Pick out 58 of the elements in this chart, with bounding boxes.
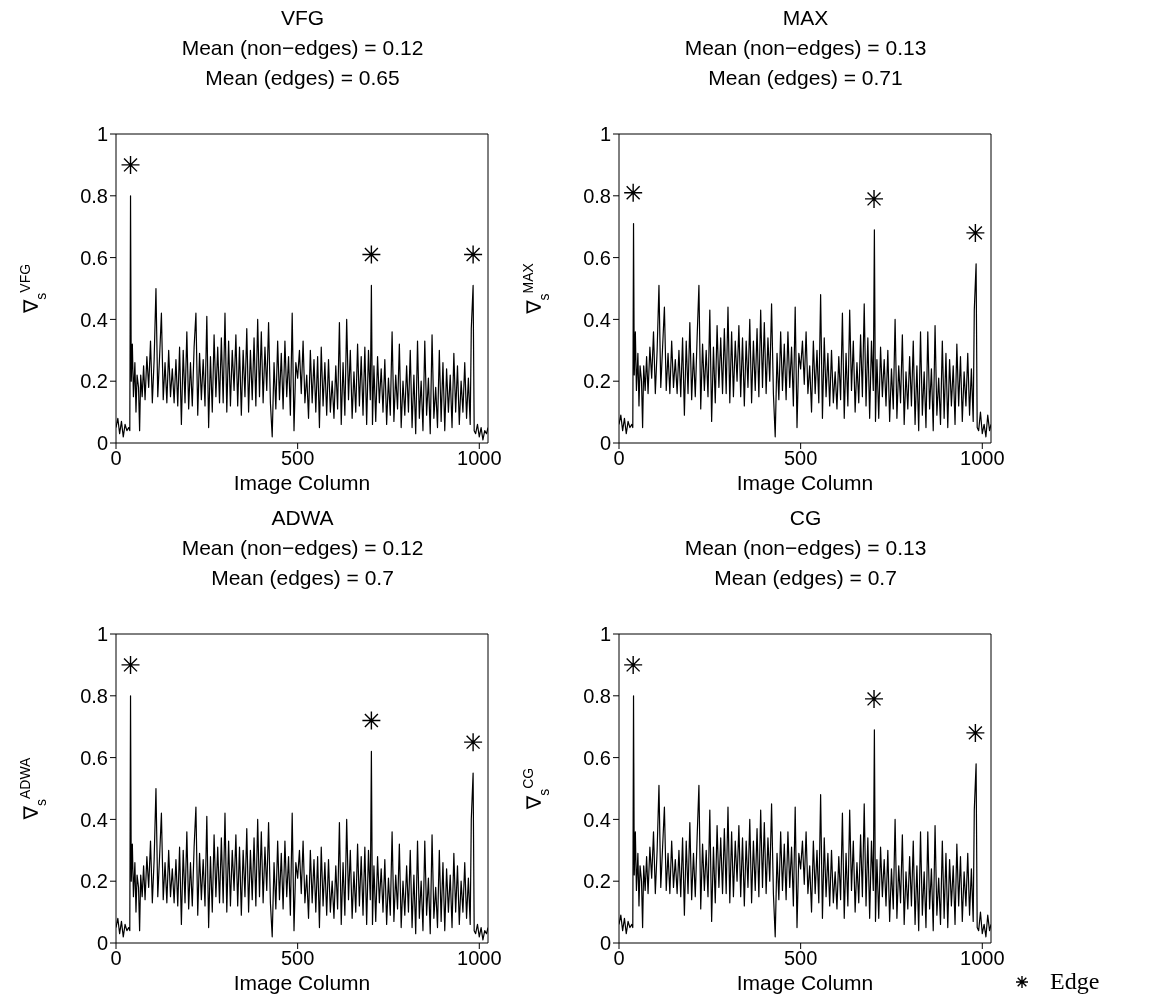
y-tick-label: 0 — [599, 932, 611, 955]
point — [361, 710, 382, 731]
y-tick-label: 0.2 — [583, 370, 611, 393]
chart-subtitle: Mean (non−edges) = 0.12 Mean (edges) = 0.7 — [180, 535, 425, 591]
x-axis-title: Image Column — [233, 971, 371, 994]
x-tick-label: 500 — [280, 947, 315, 970]
point — [864, 689, 884, 709]
x-tick-label: 0 — [110, 447, 122, 470]
y-tick-label: 0.2 — [80, 370, 108, 393]
point — [463, 732, 483, 752]
y-tick-label: 0.6 — [583, 246, 611, 269]
chart-title: VFG — [279, 5, 326, 31]
y-tick-label: 0.4 — [80, 308, 108, 331]
x-axis-title: Image Column — [736, 971, 874, 994]
y-tick-label: 0.4 — [583, 308, 611, 331]
x-tick-label: 0 — [110, 947, 122, 970]
x-tick-label: 500 — [280, 447, 315, 470]
point — [965, 723, 986, 743]
point — [623, 655, 643, 675]
chart-subtitle: Mean (non−edges) = 0.12 Mean (edges) = 0.65 — [180, 35, 425, 91]
y-tick-label: 0 — [96, 432, 108, 455]
y-tick-label: 0.4 — [583, 808, 611, 831]
y-tick-label: 1 — [599, 623, 611, 646]
y-tick-label: 0.8 — [80, 684, 108, 707]
y-tick-label: 0.2 — [583, 870, 611, 893]
y-tick-label: 0.6 — [80, 246, 108, 269]
point — [864, 189, 884, 209]
chart-title: ADWA — [270, 505, 335, 531]
x-tick-label: 1000 — [457, 947, 502, 970]
point — [120, 655, 141, 675]
x-tick-label: 0 — [613, 447, 625, 470]
x-axis-title: Image Column — [233, 471, 371, 494]
point — [965, 223, 986, 243]
chart-title: MAX — [781, 5, 830, 31]
x-axis-title: Image Column — [736, 471, 874, 494]
y-tick-label: 0.8 — [80, 184, 108, 207]
y-tick-label: 0 — [96, 932, 108, 955]
x-tick-label: 500 — [783, 447, 818, 470]
chart-subtitle: Mean (non−edges) = 0.13 Mean (edges) = 0.7 — [683, 535, 928, 591]
x-tick-label: 1000 — [960, 447, 1005, 470]
y-tick-label: 0.8 — [583, 684, 611, 707]
y-tick-label: 0.8 — [583, 184, 611, 207]
y-tick-label: 0.6 — [80, 746, 108, 769]
legend-label: Edge — [1050, 968, 1100, 995]
y-tick-label: 1 — [599, 123, 611, 146]
y-tick-label: 0.6 — [583, 746, 611, 769]
y-tick-label: 1 — [96, 623, 108, 646]
x-tick-label: 1000 — [457, 447, 502, 470]
x-tick-label: 0 — [613, 947, 625, 970]
y-tick-label: 1 — [96, 123, 108, 146]
y-tick-label: 0.4 — [80, 808, 108, 831]
y-tick-label: 0 — [599, 432, 611, 455]
x-tick-label: 1000 — [960, 947, 1005, 970]
y-tick-label: 0.2 — [80, 870, 108, 893]
chart-subtitle: Mean (non−edges) = 0.13 Mean (edges) = 0.71 — [683, 35, 928, 91]
point — [623, 183, 643, 203]
chart-title: CG — [788, 505, 823, 531]
x-tick-label: 500 — [783, 947, 818, 970]
